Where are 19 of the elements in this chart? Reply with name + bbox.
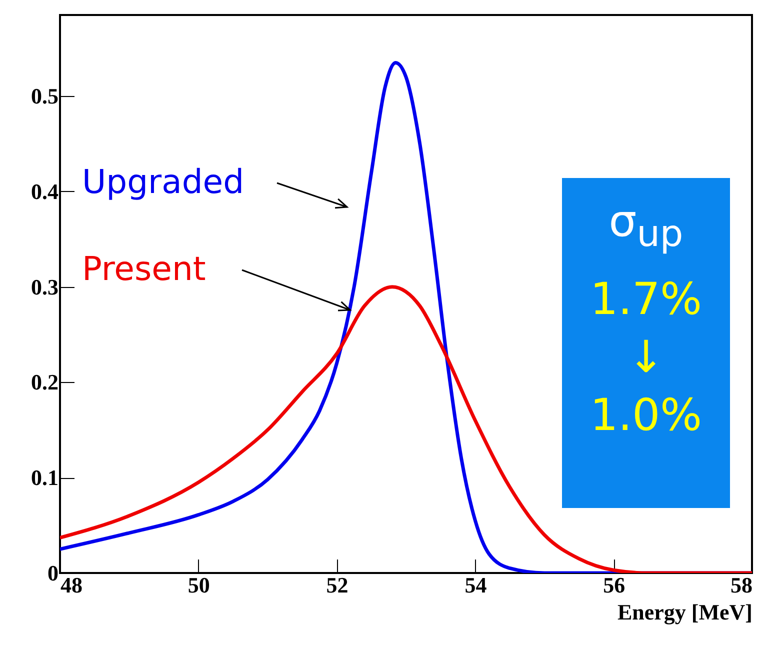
y-tick-label: 0.4 <box>31 178 58 204</box>
x-tick-label: 48 <box>60 572 82 598</box>
x-tick-label: 54 <box>464 572 487 598</box>
x-tick-label: 50 <box>188 572 210 598</box>
x-tick-label: 56 <box>603 572 626 598</box>
annotation: 1.7% <box>589 274 703 326</box>
x-tick-label: 52 <box>326 572 348 598</box>
y-tick-label: 0.5 <box>31 84 58 109</box>
annotation: σ$_{up}$ <box>608 196 684 255</box>
annotation: ↓ <box>626 332 666 384</box>
annotation: 1.0% <box>589 390 703 442</box>
y-tick-label: 0.3 <box>31 274 58 300</box>
x-tick-label: 58 <box>730 572 752 598</box>
text: Present <box>82 249 206 288</box>
y-tick-label: 0 <box>48 560 58 586</box>
text: Upgraded <box>82 162 244 201</box>
y-tick-label: 0.1 <box>31 465 58 490</box>
x-axis-title: Energy [MeV] <box>617 600 752 624</box>
y-tick-label: 0.2 <box>31 370 58 395</box>
